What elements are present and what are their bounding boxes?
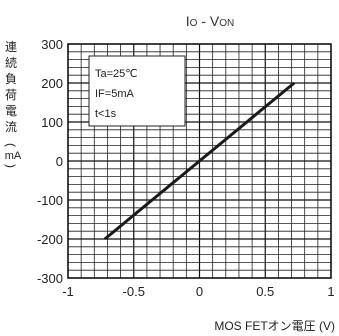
y-label-char: 電 bbox=[5, 104, 17, 118]
chart-title: IO - VON bbox=[186, 13, 234, 29]
x-tick-labels: -1 -0.5 0 0.5 1 bbox=[62, 284, 334, 299]
y-tick-label: 300 bbox=[41, 37, 63, 52]
y-label-char: 連 bbox=[5, 40, 17, 54]
x-tick-label: 0.5 bbox=[256, 284, 274, 299]
x-tick-label: -0.5 bbox=[123, 284, 145, 299]
legend-frame bbox=[88, 55, 186, 127]
y-tick-label: 100 bbox=[41, 115, 63, 130]
annotation-forward-current: IF=5mA bbox=[95, 88, 134, 100]
annotation-temperature: Ta=25℃ bbox=[95, 68, 138, 80]
annotation-time: t<1s bbox=[95, 108, 117, 120]
y-tick-label: -200 bbox=[37, 232, 63, 247]
y-tick-labels: 300 200 100 0 -100 -200 -300 bbox=[37, 37, 63, 286]
legend-box: Ta=25℃ IF=5mA t<1s bbox=[88, 55, 186, 127]
y-label-char: 流 bbox=[5, 120, 17, 134]
y-label-char: ( bbox=[4, 143, 18, 147]
y-label-char: ) bbox=[4, 164, 18, 168]
y-label-char: 続 bbox=[5, 56, 17, 70]
y-tick-label: 200 bbox=[41, 76, 63, 91]
x-tick-label: 0 bbox=[196, 284, 203, 299]
x-tick-label: -1 bbox=[62, 284, 74, 299]
y-label-char: 荷 bbox=[5, 88, 17, 102]
y-label-char: 負 bbox=[5, 72, 17, 86]
series-line bbox=[103, 81, 296, 241]
series bbox=[103, 81, 296, 241]
y-tick-label: -100 bbox=[37, 193, 63, 208]
y-tick-label: 0 bbox=[56, 154, 63, 169]
plot-frame bbox=[67, 43, 332, 279]
x-tick-label: 1 bbox=[327, 284, 334, 299]
x-axis-label: MOS FETオン電圧 (V) bbox=[214, 319, 335, 333]
y-tick-label: -300 bbox=[37, 271, 63, 286]
y-label-char: mA bbox=[5, 150, 22, 162]
